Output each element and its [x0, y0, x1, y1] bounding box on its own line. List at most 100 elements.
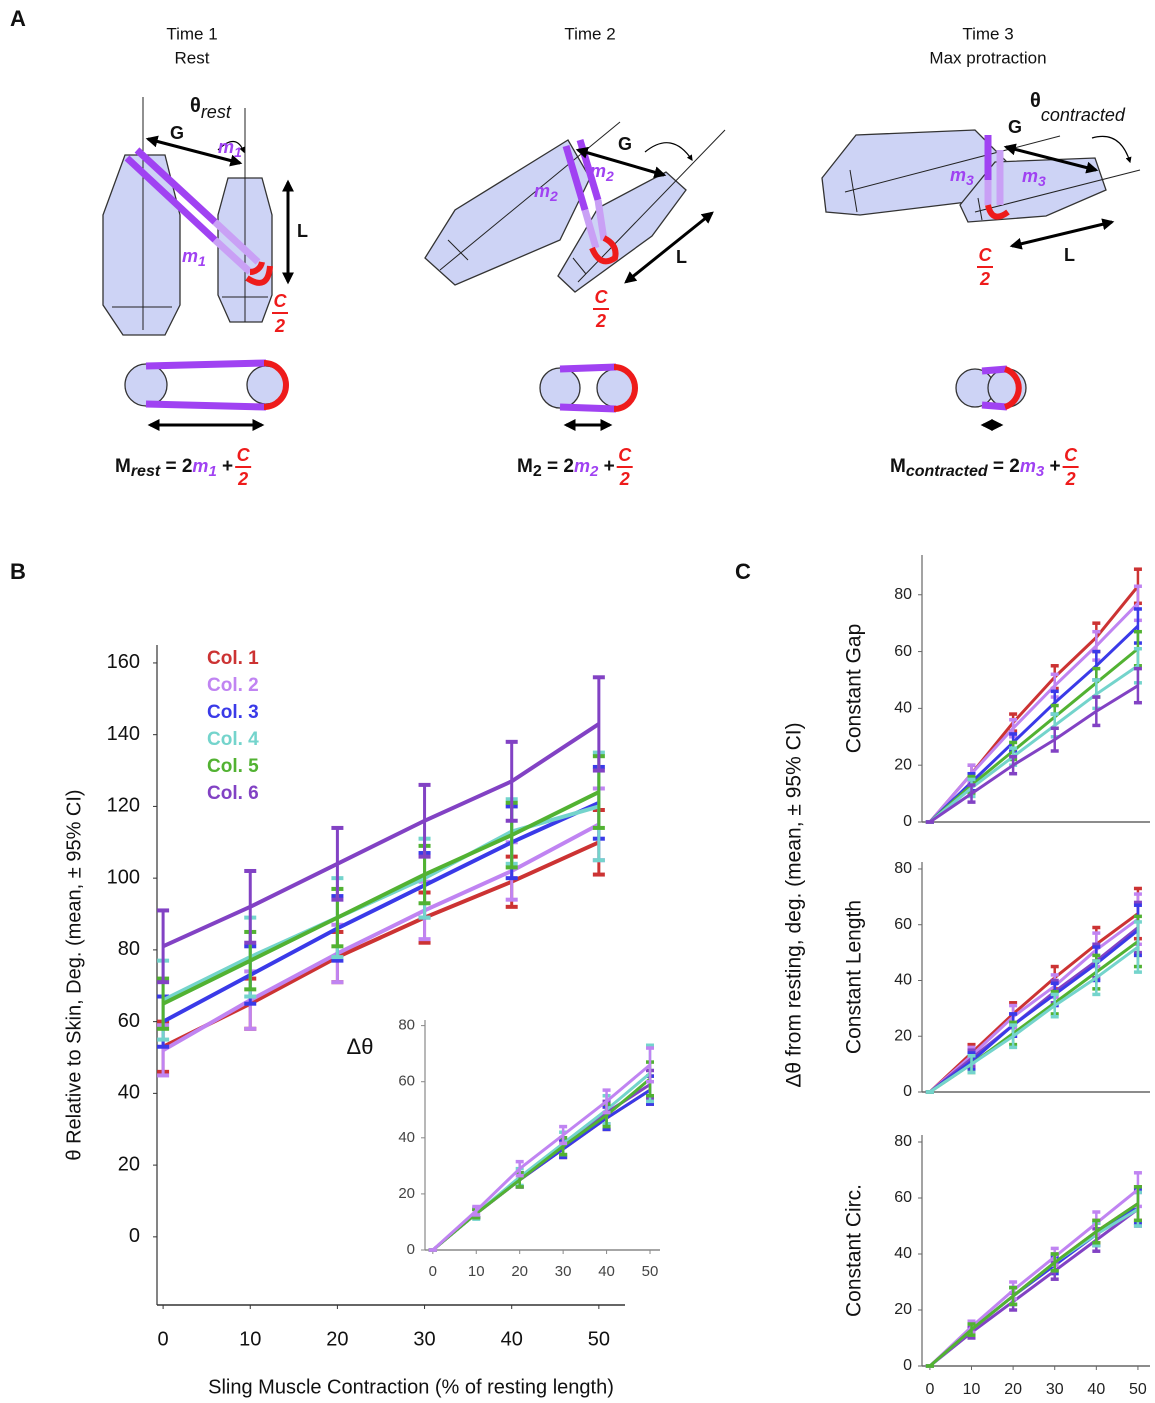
gap-label: G — [1008, 117, 1022, 137]
muscle: m — [192, 456, 208, 476]
y-tick-label: 20 — [398, 1185, 415, 1202]
formulas: Mrest = 2m1 + M2 = 2m2 + Mcontracted = 2… — [115, 456, 1061, 480]
x-tick-label: 50 — [642, 1263, 659, 1280]
muscle: m — [182, 246, 198, 266]
length-label: L — [1064, 245, 1075, 265]
x-tick-label: 10 — [239, 1328, 261, 1350]
muscle-sub: 3 — [966, 172, 974, 188]
y-tick-label: 0 — [903, 1083, 912, 1100]
y-tick-label: 80 — [118, 938, 140, 960]
panel-label: A — [10, 6, 26, 31]
shape — [102, 154, 181, 336]
series-line — [929, 684, 1139, 824]
muscle: m — [218, 137, 234, 157]
panel-label: B — [10, 559, 26, 584]
y-tick-label: 0 — [129, 1225, 140, 1247]
frac-den: 2 — [237, 469, 248, 489]
title: Time 2 — [564, 24, 615, 43]
circ-den: 2 — [595, 311, 606, 331]
plus: + — [598, 456, 614, 477]
circ-den: 2 — [274, 316, 285, 336]
muscle-sub: 1 — [198, 253, 206, 269]
legend-entry: Col. 2 — [207, 675, 259, 696]
y-tick-label: 20 — [118, 1153, 140, 1175]
muscle-sub: 2 — [605, 168, 614, 184]
lhs-sub: 2 — [533, 463, 542, 480]
series-line — [928, 1188, 1139, 1368]
muscle-label: m3 — [1022, 166, 1046, 189]
formula: M2 = 2m2 + — [517, 456, 615, 480]
series-line — [162, 840, 600, 1049]
series-line — [928, 602, 1140, 823]
chart: 0 20 40 60 80 Constant Gap — [843, 555, 1150, 830]
gap-label: G — [170, 123, 184, 143]
series-line — [162, 790, 600, 1006]
lhs: M — [890, 456, 906, 477]
series-line — [431, 1083, 651, 1252]
x-tick-label: 40 — [598, 1263, 615, 1280]
series-line — [928, 1207, 1139, 1368]
y-axis-label: θ Relative to Skin, Deg. (mean, ± 95% CI… — [63, 789, 85, 1160]
plus: + — [217, 456, 233, 477]
series-line — [431, 1088, 651, 1252]
circ-num: C — [274, 291, 288, 311]
lhs: M — [115, 456, 131, 477]
y-tick-label: 120 — [107, 795, 140, 817]
diagram-time-2: Time 2 G L m2 m2 C 2 — [424, 24, 726, 431]
x-tick-label: 50 — [588, 1328, 610, 1350]
frac-den: 2 — [619, 469, 630, 489]
formula: Mcontracted = 2m3 + — [890, 456, 1061, 480]
x-tick-label: 30 — [1046, 1381, 1064, 1398]
eq: = 2 — [160, 456, 192, 477]
y-tick-label: 140 — [107, 723, 140, 745]
subtitle: Max protraction — [929, 48, 1046, 67]
muscle-sub: 3 — [1038, 173, 1046, 189]
y-tick-label: 0 — [903, 813, 912, 830]
muscle-label: m2 — [590, 161, 614, 184]
y-tick-label: 80 — [894, 860, 912, 877]
y-tick-label: 60 — [894, 916, 912, 933]
muscle-sub: 1 — [234, 144, 242, 160]
x-tick-label: 40 — [501, 1328, 523, 1350]
y-axis-label: Constant Gap — [843, 624, 866, 754]
y-tick-label: 60 — [118, 1010, 140, 1032]
series-line — [431, 1077, 651, 1252]
angle: θ — [190, 95, 201, 117]
series-line — [929, 945, 1139, 1094]
shared-y-label: Δθ from resting, deg. (mean, ± 95% CI) — [783, 722, 806, 1087]
series-line — [928, 1202, 1139, 1368]
lhs-sub: contracted — [906, 463, 989, 480]
muscle-sub: 3 — [1036, 463, 1045, 480]
x-tick-label: 0 — [925, 1381, 934, 1398]
y-tick-label: 20 — [894, 756, 912, 773]
y-tick-label: 80 — [894, 1133, 912, 1150]
lhs-sub: rest — [131, 463, 161, 480]
muscle-sub: 2 — [589, 463, 599, 480]
frac-num: C — [1064, 445, 1078, 465]
angle-label: θcontracted — [1030, 90, 1126, 124]
series-line — [928, 647, 1139, 824]
legend-entry: Col. 4 — [207, 729, 259, 750]
muscle-label: m1 — [182, 246, 206, 269]
frac-num: C — [618, 445, 632, 465]
muscle: m — [590, 161, 606, 181]
y-tick-label: 20 — [894, 1301, 912, 1318]
x-tick-label: 50 — [1129, 1381, 1147, 1398]
y-axis-label: Constant Circ. — [843, 1184, 866, 1317]
frac-num: C — [237, 445, 251, 465]
legend-entry: Col. 5 — [207, 756, 259, 777]
series-line — [162, 822, 600, 1053]
legend-entry: Col. 1 — [207, 648, 259, 669]
chart: 0 20 40 60 80 0 10 20 30 40 50 Constant Circ. — [843, 1133, 1150, 1398]
x-tick-label: 30 — [555, 1263, 572, 1280]
lhs: M — [517, 456, 533, 477]
series-line — [928, 624, 1139, 824]
panel-label: C — [735, 559, 751, 584]
title: Time 3 — [962, 24, 1013, 43]
y-tick-label: 0 — [903, 1357, 912, 1374]
y-axis-label: Δθ — [347, 1034, 374, 1059]
angle-sub: contracted — [1041, 105, 1126, 125]
y-tick-label: 20 — [894, 1027, 912, 1044]
diagram-time-3: Time 3 Max protraction θcontracted G L m… — [821, 24, 1141, 431]
